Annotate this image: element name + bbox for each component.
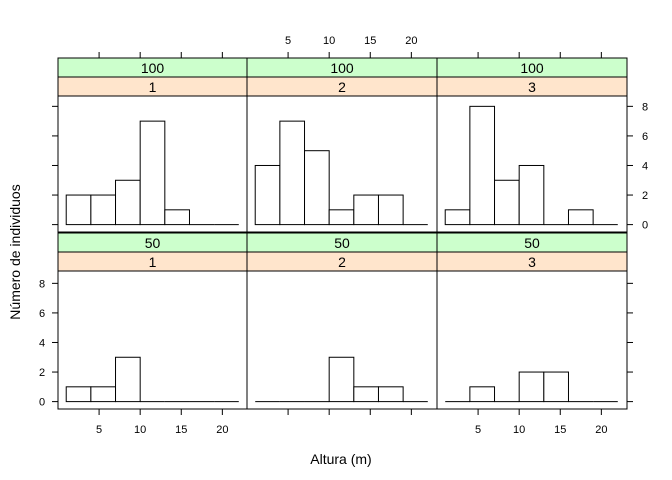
histogram-bar <box>353 194 379 226</box>
strip-outer-label: 100 <box>330 60 354 76</box>
strip-inner-label: 3 <box>528 254 536 270</box>
y-axis-label: Número de individuos <box>7 184 23 319</box>
x-tick-label: 20 <box>216 424 228 436</box>
x-tick-label: 20 <box>405 35 417 47</box>
histogram-bar <box>543 371 569 403</box>
histogram-bar <box>469 105 496 226</box>
y-tick-label: 0 <box>39 397 45 409</box>
x-tick-label: 15 <box>175 424 187 436</box>
x-tick-label: 10 <box>513 424 525 436</box>
y-tick-label: 6 <box>39 308 45 320</box>
strip-inner-label: 1 <box>149 254 157 270</box>
strip-outer-label: 50 <box>334 235 350 251</box>
panel-frame <box>436 270 628 410</box>
strip-outer-label: 100 <box>520 60 544 76</box>
panel-frame <box>436 95 628 233</box>
y-tick-label: 2 <box>642 190 648 202</box>
y-tick-label: 4 <box>39 337 45 349</box>
histogram-bar <box>139 120 166 226</box>
y-tick-label: 6 <box>642 131 648 143</box>
histogram-bar <box>254 164 281 226</box>
x-axis-label: Altura (m) <box>310 451 371 467</box>
histogram-bar <box>328 209 355 226</box>
histogram-bar <box>377 386 404 403</box>
strip-outer-label: 50 <box>145 235 161 251</box>
histogram-bar <box>518 164 545 226</box>
histogram-bar <box>353 386 379 403</box>
histogram-bar <box>518 371 545 403</box>
strip-inner-label: 2 <box>338 79 346 95</box>
y-tick-label: 0 <box>642 220 648 232</box>
histogram-bar <box>115 356 141 403</box>
histogram-bar <box>377 194 404 226</box>
histogram-bar <box>444 209 471 226</box>
y-tick-label: 2 <box>39 367 45 379</box>
histogram-bar <box>115 179 141 226</box>
histogram-bar <box>164 209 190 226</box>
x-tick-label: 20 <box>595 424 607 436</box>
strip-inner-label: 1 <box>149 79 157 95</box>
histogram-bar <box>90 194 117 226</box>
x-tick-label: 10 <box>134 424 146 436</box>
x-tick-label: 5 <box>96 424 102 436</box>
histogram-bar <box>65 386 92 403</box>
histogram-bar <box>65 194 92 226</box>
histogram-bar <box>90 386 117 403</box>
x-tick-label: 15 <box>364 35 376 47</box>
x-tick-label: 5 <box>285 35 291 47</box>
histogram-bar <box>328 356 355 403</box>
x-tick-label: 15 <box>554 424 566 436</box>
histogram-bar <box>567 209 594 226</box>
y-tick-label: 8 <box>642 101 648 113</box>
strip-inner-label: 3 <box>528 79 536 95</box>
y-tick-label: 4 <box>642 160 648 172</box>
y-tick-label: 8 <box>39 278 45 290</box>
histogram-bar <box>494 179 520 226</box>
x-tick-label: 5 <box>475 424 481 436</box>
histogram-bar <box>469 386 496 403</box>
histogram-bar <box>304 150 330 226</box>
histogram-bar <box>279 120 306 226</box>
strip-outer-label: 50 <box>524 235 540 251</box>
x-tick-label: 10 <box>323 35 335 47</box>
strip-inner-label: 2 <box>338 254 346 270</box>
strip-outer-label: 100 <box>141 60 165 76</box>
